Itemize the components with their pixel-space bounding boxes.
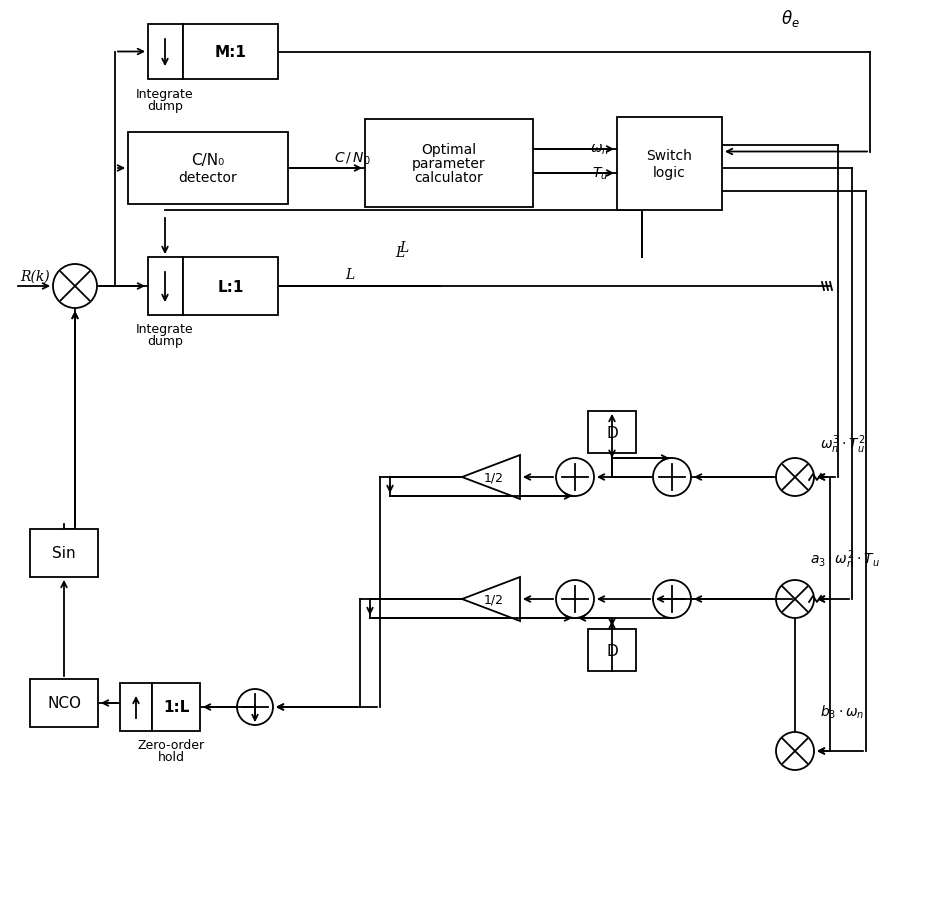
Text: dump: dump xyxy=(147,336,183,348)
Polygon shape xyxy=(462,456,520,500)
Bar xyxy=(365,120,533,207)
Text: Integrate: Integrate xyxy=(136,87,194,100)
Text: L: L xyxy=(399,241,408,254)
Text: $\omega_n^3 \cdot T_u^2$: $\omega_n^3 \cdot T_u^2$ xyxy=(820,433,865,456)
Bar xyxy=(183,25,278,80)
Text: hold: hold xyxy=(157,750,185,764)
Text: $C\,/\,N_0$: $C\,/\,N_0$ xyxy=(333,151,370,167)
Circle shape xyxy=(237,689,273,725)
Bar xyxy=(128,133,288,205)
Bar xyxy=(152,683,200,732)
Bar xyxy=(30,529,98,577)
Bar xyxy=(588,411,636,454)
Text: D: D xyxy=(606,425,618,440)
Text: logic: logic xyxy=(653,165,685,179)
Text: calculator: calculator xyxy=(415,170,484,185)
Text: Zero-order: Zero-order xyxy=(137,739,205,751)
Text: D: D xyxy=(606,643,618,658)
Polygon shape xyxy=(462,577,520,621)
Text: 1:L: 1:L xyxy=(163,700,189,714)
Bar xyxy=(588,630,636,671)
Bar xyxy=(148,258,183,316)
Bar xyxy=(30,679,98,727)
Circle shape xyxy=(776,732,814,770)
Text: R(k): R(k) xyxy=(20,270,50,284)
Bar xyxy=(148,25,183,80)
Text: parameter: parameter xyxy=(412,157,486,170)
Text: $\omega_n$: $\omega_n$ xyxy=(590,143,609,157)
Text: $T_u$: $T_u$ xyxy=(592,166,608,182)
Bar xyxy=(183,258,278,316)
Circle shape xyxy=(776,580,814,618)
Text: L: L xyxy=(346,268,355,281)
Text: 1/2: 1/2 xyxy=(484,593,504,606)
Text: C/N₀: C/N₀ xyxy=(191,152,225,167)
Circle shape xyxy=(556,458,594,496)
Text: Switch: Switch xyxy=(646,150,692,163)
Circle shape xyxy=(556,580,594,618)
Text: Integrate: Integrate xyxy=(136,323,194,336)
Text: 1/2: 1/2 xyxy=(484,471,504,484)
Text: detector: detector xyxy=(179,170,237,185)
Bar xyxy=(617,118,722,211)
Text: L: L xyxy=(395,245,405,260)
Circle shape xyxy=(653,458,691,496)
Text: Optimal: Optimal xyxy=(422,143,477,157)
Circle shape xyxy=(53,264,97,308)
Circle shape xyxy=(653,580,691,618)
Text: NCO: NCO xyxy=(47,695,81,711)
Circle shape xyxy=(776,458,814,496)
Bar xyxy=(120,683,152,732)
Text: Sin: Sin xyxy=(52,546,76,561)
Text: $\theta_e$: $\theta_e$ xyxy=(781,7,800,29)
Text: M:1: M:1 xyxy=(214,45,247,60)
Text: $b_3 \cdot \omega_n$: $b_3 \cdot \omega_n$ xyxy=(820,703,864,720)
Text: L:1: L:1 xyxy=(217,280,244,294)
Text: $a_3 \cdot \omega_n^2 \cdot T_u$: $a_3 \cdot \omega_n^2 \cdot T_u$ xyxy=(810,548,880,571)
Text: dump: dump xyxy=(147,99,183,113)
